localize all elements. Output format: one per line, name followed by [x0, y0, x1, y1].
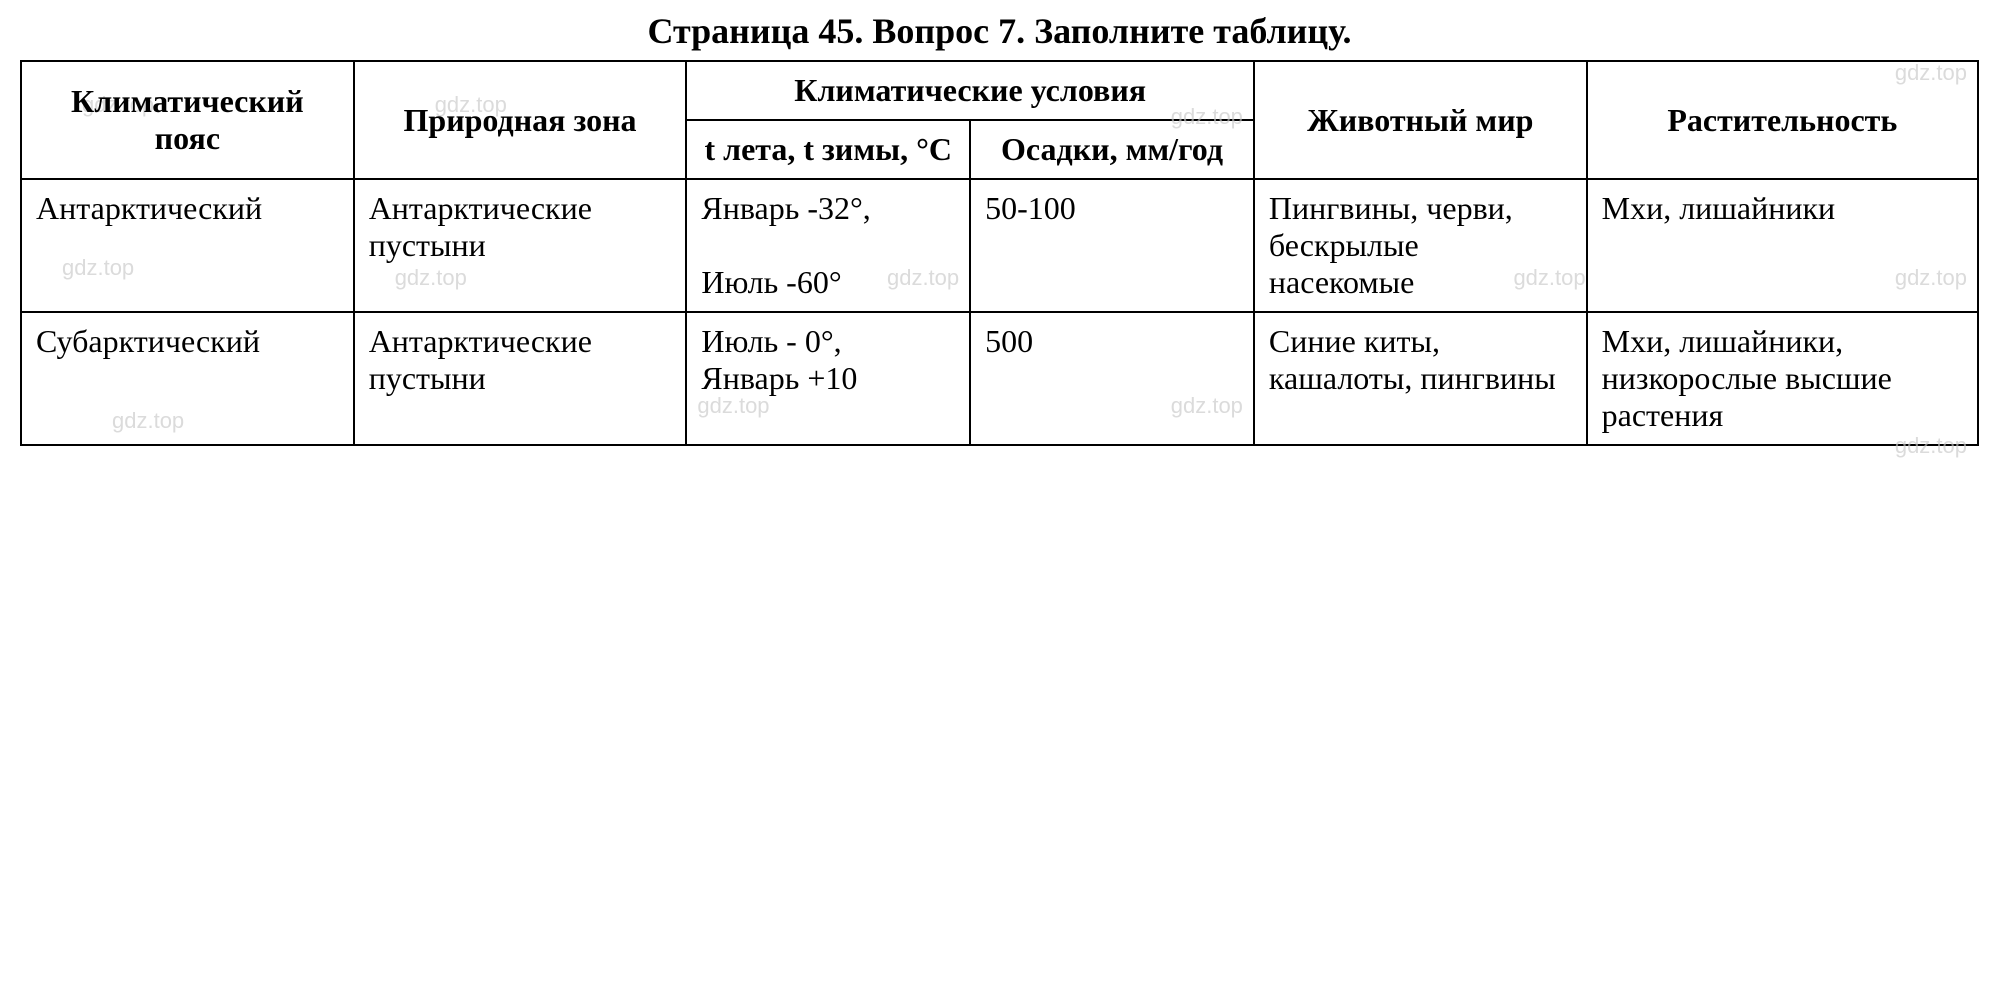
watermark: gdz.top [395, 265, 467, 291]
cell-natural-zone: Антарктические пустыни gdz.top [354, 179, 687, 312]
watermark: gdz.top [1895, 60, 1967, 86]
cell-precipitation: 50-100 [970, 179, 1254, 312]
header-climate-belt: gdz.top Климатический пояс [21, 61, 354, 179]
cell-flora: Мхи, лишайники gdz.top [1587, 179, 1978, 312]
cell-climate-belt: Субарктический gdz.top [21, 312, 354, 445]
cell-fauna: Синие киты, кашалоты, пингвины [1254, 312, 1587, 445]
header-flora: gdz.top Растительность [1587, 61, 1978, 179]
header-climate-conditions: Климатические условия gdz.top [686, 61, 1254, 120]
watermark: gdz.top [1513, 265, 1585, 291]
watermark: gdz.top [1171, 393, 1243, 419]
watermark: gdz.top [1895, 265, 1967, 291]
watermark: gdz.top [1895, 433, 1967, 459]
cell-temperature: Январь -32°, Июль -60° gdz.top [686, 179, 970, 312]
header-precipitation: Осадки, мм/год [970, 120, 1254, 179]
watermark: gdz.top [697, 393, 769, 419]
header-temperature: t лета, t зимы, °С [686, 120, 970, 179]
cell-climate-belt: Антарктический gdz.top [21, 179, 354, 312]
cell-temperature: Июль - 0°, Январь +10 gdz.top [686, 312, 970, 445]
cell-natural-zone: Антарктические пустыни [354, 312, 687, 445]
watermark: gdz.top [112, 408, 184, 434]
cell-fauna: Пингвины, черви, бескрылые насекомые gdz… [1254, 179, 1587, 312]
header-row-1: gdz.top Климатический пояс gdz.top Приро… [21, 61, 1978, 120]
table-row: Антарктический gdz.top Антарктические пу… [21, 179, 1978, 312]
climate-table: gdz.top Климатический пояс gdz.top Приро… [20, 60, 1979, 446]
header-natural-zone: gdz.top Природная зона [354, 61, 687, 179]
table-row: Субарктический gdz.top Антарктические пу… [21, 312, 1978, 445]
header-fauna: Животный мир [1254, 61, 1587, 179]
watermark: gdz.top [62, 255, 134, 281]
cell-precipitation: 500 gdz.top [970, 312, 1254, 445]
page-title: Страница 45. Вопрос 7. Заполните таблицу… [20, 10, 1979, 52]
watermark: gdz.top [887, 265, 959, 291]
cell-flora: Мхи, лишайники, низкорослые высшие расте… [1587, 312, 1978, 445]
